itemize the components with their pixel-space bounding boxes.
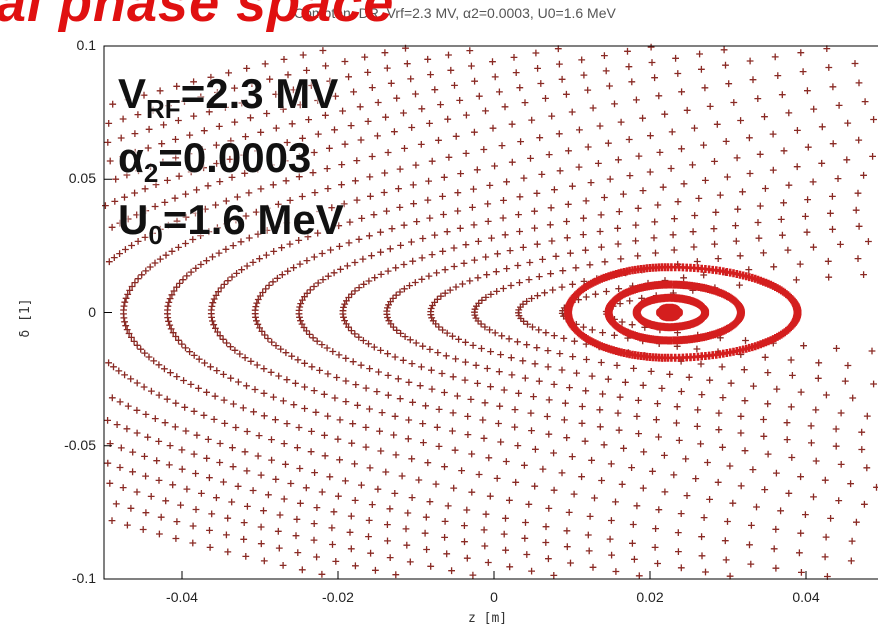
fixed-point-core [660,307,679,318]
axis-ticks [104,45,807,580]
bucket-orbit-layer [564,263,802,362]
x-axis-title: z [m] [468,611,508,626]
y-axis-title: δ [1] [18,298,34,338]
trajectory-18 [104,47,477,579]
trajectory-14 [108,45,831,580]
annotation-u0: U0=1.6 MeV [118,196,344,251]
x-tick-label: 0.04 [792,589,820,605]
trajectory-17 [104,45,562,579]
trajectory-13 [105,60,859,565]
trajectory-20 [108,47,327,578]
y-tick-label: 0.1 [76,37,96,53]
trajectory-12 [120,79,863,545]
x-tick-label: -0.04 [166,589,198,605]
bucket-orbit-2 [632,293,710,332]
y-tick-label: -0.05 [64,436,96,453]
annotation-vrf: VRF=2.3 MV [118,70,338,125]
annotation-alpha-symbol: α [118,134,144,181]
annotation-u0-sub: 0 [148,220,163,250]
trajectory-11 [164,98,869,526]
trajectory-8 [295,153,876,472]
bucket-orbit-3 [604,280,745,345]
annotation-alpha-sub: 2 [143,158,159,188]
annotation-vrf-symbol: V [118,70,147,117]
y-tick-label: 0.05 [68,170,96,187]
annotation-u0-value: =1.6 MeV [162,196,344,243]
trajectory-7 [339,171,867,453]
annotation-alpha-value: =0.0003 [158,134,312,181]
trajectory-9 [251,136,878,491]
trajectory-layer [102,43,878,580]
x-tick-label: 0 [490,589,498,605]
trajectory-19 [105,44,409,579]
plot-title: Compton, DR, Vrf=2.3 MV, α2=0.0003, U0=1… [294,5,616,21]
y-tick-label: 0 [88,303,96,320]
x-tick-label: 0.02 [636,589,664,605]
y-tick-label: -0.1 [71,570,96,586]
bucket-orbit-4 [564,263,802,362]
annotation-alpha: α2=0.0003 [118,134,311,189]
slide-title: ial phase space [0,0,395,33]
trajectory-5 [427,206,871,420]
trajectory-4 [471,222,863,402]
annotation-vrf-sub: RF [146,94,181,124]
annotation-vrf-value: =2.3 MV [180,70,339,117]
trajectory-15 [102,46,734,580]
trajectory-6 [383,189,866,436]
x-tick-label: -0.02 [322,589,354,605]
trajectory-10 [207,116,877,508]
trajectory-16 [106,43,655,580]
annotation-u0-symbol: U [118,196,149,243]
